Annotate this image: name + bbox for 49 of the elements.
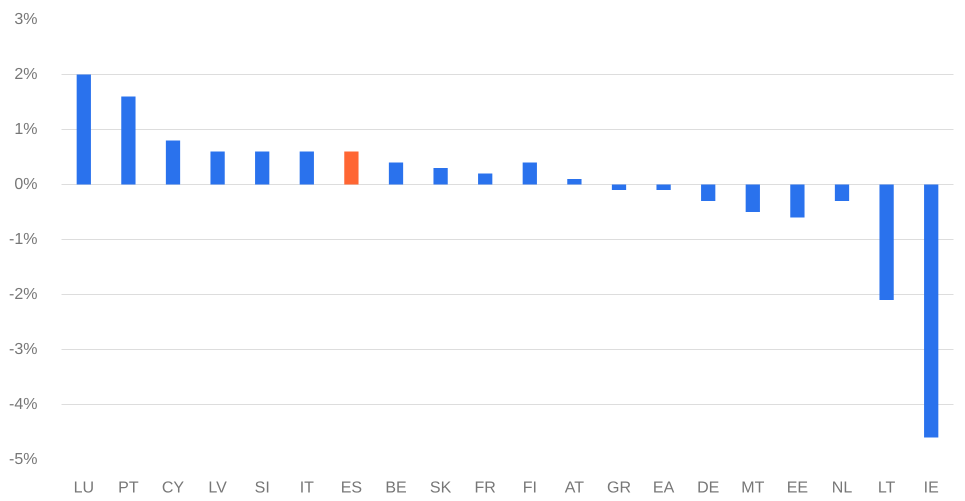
x-tick-label: IT [300,480,314,496]
bar [924,184,938,438]
y-tick-label: 2% [14,66,38,83]
y-tick-label: -3% [9,341,38,358]
x-tick-label: NL [832,480,852,496]
y-tick-label: -1% [9,231,38,248]
bar [746,184,760,212]
bar [656,184,671,190]
y-tick-label: 1% [14,121,38,138]
bar [255,152,270,184]
bar [879,184,894,300]
x-tick-label: LU [74,480,94,496]
bar [210,152,225,184]
bar [834,184,850,201]
y-tick-label: 3% [14,11,38,28]
bar [567,179,582,184]
bar [388,162,404,184]
bar [612,184,626,190]
y-tick-label: -5% [9,451,38,468]
x-tick-label: EE [786,480,808,496]
bar [76,74,91,184]
x-tick-label: LT [878,480,896,496]
x-tick-label: IE [924,480,939,496]
bar [121,96,136,184]
y-tick-label: -4% [9,396,38,413]
x-tick-label: PT [118,480,139,496]
x-tick-label: SI [254,480,270,496]
bar [522,162,537,184]
x-tick-label: DE [697,480,720,496]
x-tick-label: AT [564,480,584,496]
x-tick-label: EA [652,480,675,496]
x-tick-label: LV [208,480,228,496]
x-tick-label: CY [162,480,184,496]
bar [300,152,314,184]
y-tick-label: 0% [14,176,38,193]
x-tick-label: ES [340,480,362,496]
bar [166,140,180,184]
x-tick-label: MT [741,480,765,496]
bar [790,184,805,218]
bar [433,168,448,184]
bar [344,152,359,184]
x-tick-label: FI [522,480,537,496]
y-tick-label: -2% [9,286,38,303]
x-tick-label: GR [607,480,631,496]
bar [478,174,492,184]
x-tick-label: BE [385,480,407,496]
bar [701,184,716,201]
x-tick-label: FR [474,480,496,496]
x-tick-label: SK [430,480,452,496]
